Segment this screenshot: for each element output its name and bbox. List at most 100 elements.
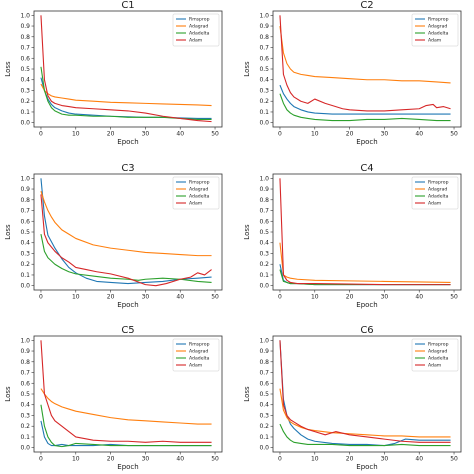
x-axis-label: Epoch — [356, 463, 377, 471]
series-line-adam — [40, 15, 212, 123]
y-tick-label: 0.0 — [259, 283, 269, 290]
chart-title: C1 — [121, 0, 134, 11]
y-tick-label: 0.4 — [20, 77, 30, 84]
x-tick-label: 10 — [72, 131, 80, 138]
y-tick-label: 0.8 — [259, 359, 269, 366]
chart-panel-2: C2 0 10 20 30 40 50 0.0 0.1 0.2 0.3 0.4 0.5 0.6 0.7 0.8… — [243, 0, 462, 146]
y-tick-label: 0.3 — [259, 412, 269, 419]
y-tick-label: 0.5 — [259, 229, 269, 236]
x-tick-label: 50 — [450, 294, 458, 301]
y-tick-label: 0.8 — [259, 34, 269, 41]
y-axis-label: Loss — [243, 224, 251, 240]
chart-panel-6: C6 0 10 20 30 40 50 0.0 0.1 0.2 0.3 0.4 0.5 0.6 0.7 0.8… — [243, 325, 462, 471]
x-tick-label: 10 — [72, 456, 80, 463]
y-tick-label: 0.4 — [20, 240, 30, 247]
x-tick-label: 10 — [72, 294, 80, 301]
chart-panel-3: C3 0 10 20 30 40 50 0.0 0.1 0.2 0.3 0.4 0.5 0.6 0.7 0.8… — [4, 163, 223, 309]
series-line-adagrad — [40, 191, 212, 257]
series-line-adagrad — [40, 388, 212, 425]
x-tick-label: 50 — [211, 456, 219, 463]
legend-label: Adagrad — [428, 24, 447, 30]
y-tick-label: 0.7 — [20, 208, 30, 215]
y-tick-label: 0.0 — [259, 445, 269, 452]
x-tick-label: 50 — [450, 131, 458, 138]
x-tick-label: 50 — [211, 131, 219, 138]
series-line-adam — [279, 340, 451, 443]
chart-title: C5 — [121, 325, 134, 336]
x-tick-label: 20 — [346, 131, 354, 138]
x-tick-label: 30 — [142, 131, 150, 138]
y-tick-label: 0.5 — [20, 229, 30, 236]
legend-box — [411, 176, 459, 210]
x-tick-label: 10 — [311, 131, 319, 138]
legend-label: Adadelta — [428, 194, 449, 200]
y-tick-label: 1.0 — [20, 337, 30, 344]
y-tick-label: 0.1 — [259, 272, 269, 279]
x-tick-label: 20 — [346, 456, 354, 463]
y-tick-label: 0.6 — [259, 380, 269, 387]
y-tick-label: 0.7 — [259, 45, 269, 52]
legend-label: Adadelta — [428, 356, 449, 362]
y-tick-label: 0.2 — [259, 261, 269, 268]
y-tick-label: 0.1 — [20, 272, 30, 279]
y-tick-label: 0.1 — [20, 434, 30, 441]
x-tick-label: 20 — [346, 294, 354, 301]
legend-box — [172, 13, 220, 47]
y-tick-label: 0.0 — [20, 120, 30, 127]
y-tick-label: 0.2 — [259, 423, 269, 430]
y-tick-label: 0.1 — [259, 434, 269, 441]
chart-title: C4 — [360, 163, 373, 174]
legend-label: Adagrad — [189, 349, 208, 355]
y-tick-label: 1.0 — [259, 12, 269, 19]
x-tick-label: 30 — [142, 456, 150, 463]
legend-box — [411, 13, 459, 47]
x-tick-label: 20 — [107, 456, 115, 463]
legend-label: Adam — [428, 38, 442, 44]
x-tick-label: 30 — [142, 294, 150, 301]
x-tick-label: 0 — [278, 131, 282, 138]
y-tick-label: 0.5 — [259, 66, 269, 73]
legend-label: Rmsprop — [189, 342, 210, 348]
y-axis-label: Loss — [243, 61, 251, 77]
chart-title: C2 — [360, 0, 373, 11]
legend-label: Adadelta — [189, 31, 210, 37]
y-tick-label: 0.6 — [20, 218, 30, 225]
chart-panel-4: C4 0 10 20 30 40 50 0.0 0.1 0.2 0.3 0.4 0.5 0.6 0.7 0.8… — [243, 163, 462, 309]
y-tick-label: 0.8 — [20, 34, 30, 41]
legend-label: Adam — [189, 363, 203, 369]
y-tick-label: 0.1 — [20, 109, 30, 116]
legend-box — [172, 176, 220, 210]
x-axis-label: Epoch — [117, 138, 138, 146]
series-line-adagrad — [279, 25, 451, 84]
y-tick-label: 0.9 — [20, 186, 30, 193]
series-line-adadelta — [279, 93, 451, 122]
y-tick-label: 1.0 — [259, 175, 269, 182]
chart-panel-5: C5 0 10 20 30 40 50 0.0 0.1 0.2 0.3 0.4 0.5 0.6 0.7 0.8… — [4, 325, 223, 471]
legend-box — [172, 338, 220, 372]
legend-label: Adam — [189, 201, 203, 207]
y-tick-label: 0.9 — [259, 348, 269, 355]
series-line-adam — [40, 340, 212, 443]
x-tick-label: 0 — [278, 456, 282, 463]
legend-label: Adadelta — [428, 31, 449, 37]
x-tick-label: 30 — [381, 294, 389, 301]
y-tick-label: 0.5 — [20, 391, 30, 398]
x-tick-label: 0 — [278, 294, 282, 301]
series-line-adadelta — [40, 66, 212, 121]
y-tick-label: 0.7 — [20, 370, 30, 377]
x-tick-label: 0 — [39, 456, 43, 463]
series-line-adam — [279, 15, 451, 112]
legend-label: Adagrad — [428, 187, 447, 193]
y-tick-label: 0.7 — [20, 45, 30, 52]
y-tick-label: 0.9 — [20, 23, 30, 30]
y-tick-label: 0.6 — [259, 55, 269, 62]
y-tick-label: 0.3 — [20, 87, 30, 94]
y-tick-label: 0.3 — [20, 412, 30, 419]
y-tick-label: 0.6 — [20, 380, 30, 387]
